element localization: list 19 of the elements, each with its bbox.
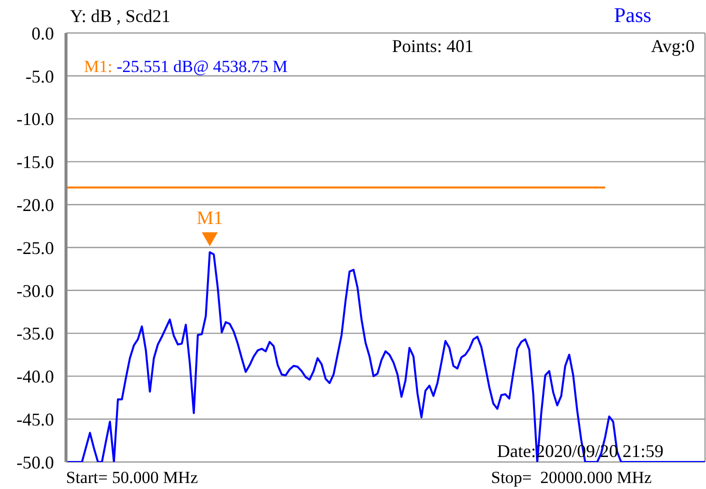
y-tick-label: -50.0 (16, 452, 54, 472)
y-tick-label: -25.0 (16, 238, 54, 258)
annotation: M1: -25.551 dB@ 4538.75 M (84, 57, 288, 76)
annotation: Points: 401 (392, 36, 474, 56)
y-tick-label: -30.0 (16, 280, 54, 301)
y-tick-label: -35.0 (16, 324, 54, 344)
text: Start= 50.000 MHz (66, 468, 198, 487)
y-tick-label: -5.0 (26, 66, 54, 86)
annotation: Avg:0 (651, 36, 695, 56)
y-tick-label: -40.0 (16, 366, 54, 387)
y-axis-title: Y: dB , Scd21 (70, 6, 170, 26)
y-tick-label: 0.0 (32, 23, 54, 44)
y-tick-label: -45.0 (16, 409, 54, 430)
annotation: M1 (196, 208, 223, 230)
text: Stop= 20000.000 MHz (491, 468, 652, 487)
y-tick-label: -10.0 (16, 109, 54, 130)
text: Pass (614, 3, 652, 27)
y-tick-label: -15.0 (16, 152, 54, 172)
y-tick-label: -20.0 (16, 194, 54, 215)
